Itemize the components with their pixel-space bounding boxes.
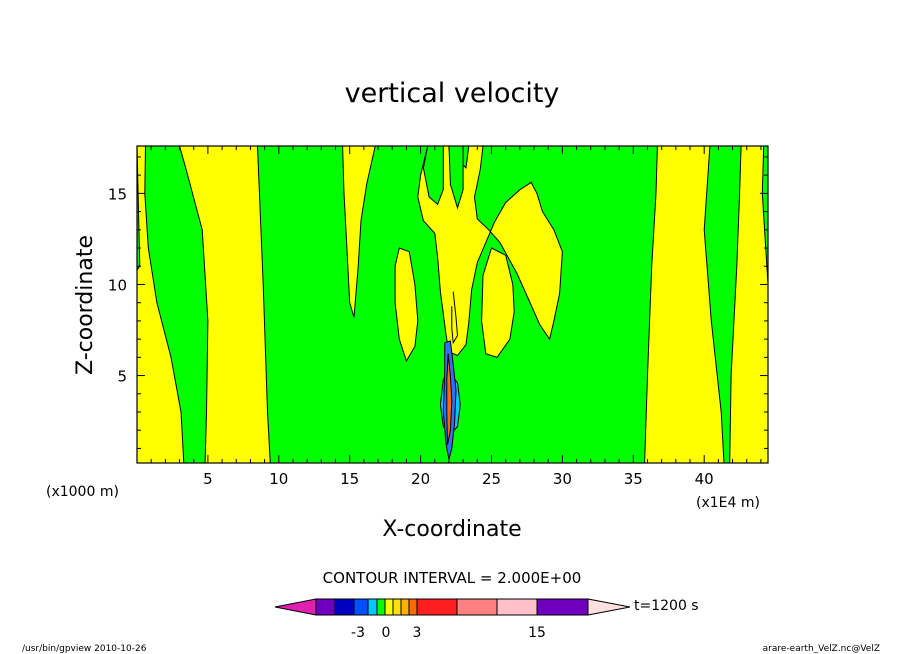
y-tick-label: 10 <box>108 276 127 294</box>
colorbar: -3 0 3 15 <box>274 598 631 641</box>
region-yellow-lobe-right <box>481 247 515 358</box>
x-tick-label: 10 <box>269 470 288 488</box>
footer-right: arare-earth_VelZ.nc@VelZ <box>763 644 880 654</box>
y-tick-label: 5 <box>117 368 127 386</box>
contour-interval: CONTOUR INTERVAL = 2.000E+00 <box>323 569 582 587</box>
colorbar-end-left <box>274 598 317 616</box>
time-label: t=1200 s <box>634 598 699 614</box>
x-tick-label: 25 <box>482 470 501 488</box>
y-tick-label: 15 <box>108 185 127 203</box>
x-tick-label: 30 <box>553 470 572 488</box>
colorbar-end-right <box>587 598 631 616</box>
region-orange-core <box>446 353 453 445</box>
colorbar-segment <box>367 598 378 616</box>
x-axis-label: X-coordinate <box>382 517 521 542</box>
colorbar-label: 0 <box>382 625 391 641</box>
footer-left: /usr/bin/gpview 2010-10-26 <box>22 644 147 654</box>
y-axis-label: Z-coordinate <box>73 235 98 375</box>
plot-area: 5 10 15 20 25 30 35 40 5 10 15 <box>108 145 769 488</box>
contour-line-upper <box>451 291 459 345</box>
colorbar-segment <box>456 598 498 616</box>
colorbar-segment <box>334 598 355 616</box>
colorbar-segment <box>408 598 418 616</box>
chart-title: vertical velocity <box>345 78 560 109</box>
region-yellow-lobe-left <box>394 247 419 363</box>
colorbar-label: -3 <box>351 625 365 641</box>
colorbar-segment <box>496 598 538 616</box>
x-tick-label: 20 <box>411 470 430 488</box>
x-tick-label: 35 <box>624 470 643 488</box>
colorbar-segment <box>376 598 386 616</box>
x-tick-label: 15 <box>340 470 359 488</box>
colorbar-segment <box>384 598 394 616</box>
colorbar-segment <box>392 598 402 616</box>
plot-frame <box>136 145 769 464</box>
x-unit-left: (x1000 m) <box>46 484 119 500</box>
contour-regions <box>136 145 769 464</box>
colorbar-label: 15 <box>528 625 546 641</box>
colorbar-label: 3 <box>413 625 422 641</box>
x-tick-label: 40 <box>695 470 714 488</box>
colorbar-segment <box>536 598 589 616</box>
x-unit-right: (x1E4 m) <box>696 495 760 511</box>
colorbar-segment <box>400 598 410 616</box>
axis-ticks: 5 10 15 20 25 30 35 40 5 10 15 <box>108 146 768 488</box>
colorbar-segment <box>416 598 458 616</box>
colorbar-segment <box>353 598 369 616</box>
x-tick-label: 5 <box>203 470 213 488</box>
colorbar-segment <box>315 598 336 616</box>
